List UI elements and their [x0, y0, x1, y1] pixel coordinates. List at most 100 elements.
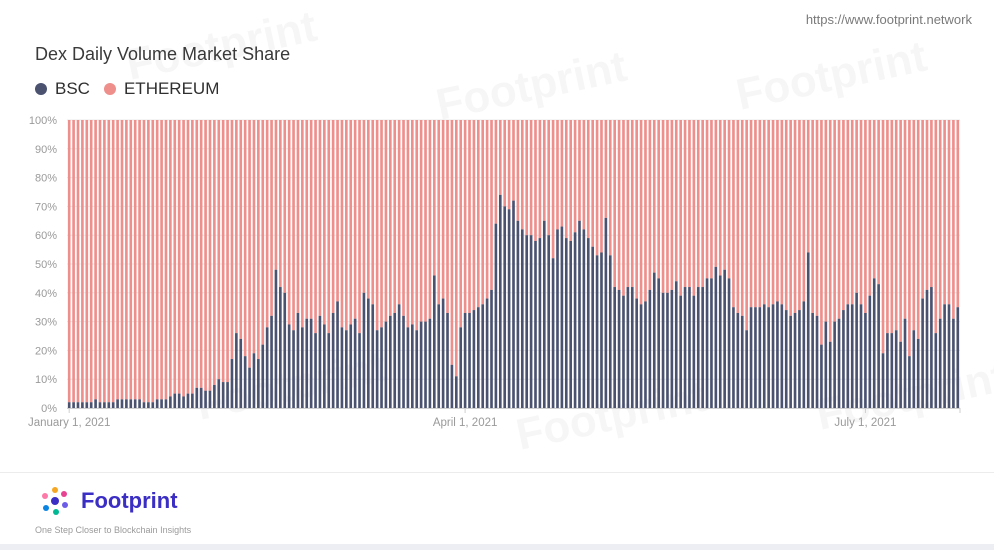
bar-bsc[interactable] [362, 292, 366, 408]
bar-bsc[interactable] [613, 287, 616, 408]
bar-bsc[interactable] [754, 307, 757, 408]
bar-bsc[interactable] [111, 402, 115, 408]
bar-ethereum[interactable] [934, 120, 938, 334]
bar-bsc[interactable] [217, 379, 221, 408]
bar-ethereum[interactable] [538, 120, 542, 239]
bar-ethereum[interactable] [446, 120, 449, 313]
bar-ethereum[interactable] [498, 120, 502, 195]
bar-ethereum[interactable] [520, 120, 524, 230]
bar-bsc[interactable] [846, 304, 850, 408]
bar-ethereum[interactable] [604, 120, 608, 218]
bar-ethereum[interactable] [776, 120, 779, 302]
bar-bsc[interactable] [252, 353, 256, 408]
bar-ethereum[interactable] [705, 120, 709, 279]
bar-ethereum[interactable] [560, 120, 564, 227]
bar-bsc[interactable] [340, 327, 344, 408]
bar-ethereum[interactable] [336, 120, 339, 302]
bar-ethereum[interactable] [177, 120, 181, 394]
bar-bsc[interactable] [855, 292, 858, 408]
bar-ethereum[interactable] [252, 120, 256, 354]
bar-ethereum[interactable] [345, 120, 348, 331]
bar-bsc[interactable] [560, 226, 564, 408]
bar-bsc[interactable] [476, 307, 480, 408]
bar-bsc[interactable] [912, 330, 916, 408]
bar-bsc[interactable] [798, 310, 801, 408]
bar-bsc[interactable] [617, 289, 621, 408]
bar-ethereum[interactable] [868, 120, 872, 296]
bar-bsc[interactable] [564, 238, 568, 408]
bar-bsc[interactable] [705, 278, 709, 408]
bar-bsc[interactable] [485, 298, 489, 408]
bar-ethereum[interactable] [674, 120, 678, 282]
bar-bsc[interactable] [76, 402, 80, 408]
bar-ethereum[interactable] [424, 120, 427, 322]
bar-bsc[interactable] [389, 315, 392, 408]
bar-ethereum[interactable] [626, 120, 630, 288]
bar-bsc[interactable] [908, 356, 911, 408]
bar-bsc[interactable] [353, 318, 357, 408]
bar-bsc[interactable] [604, 217, 608, 408]
bar-ethereum[interactable] [793, 120, 797, 313]
bar-ethereum[interactable] [349, 120, 353, 325]
bar-ethereum[interactable] [283, 120, 287, 293]
bar-bsc[interactable] [520, 229, 524, 408]
bar-ethereum[interactable] [494, 120, 498, 224]
bar-ethereum[interactable] [670, 120, 674, 290]
bar-ethereum[interactable] [362, 120, 366, 293]
bar-ethereum[interactable] [798, 120, 801, 311]
bar-bsc[interactable] [784, 310, 788, 408]
bar-ethereum[interactable] [692, 120, 696, 296]
bar-bsc[interactable] [732, 307, 735, 408]
bar-ethereum[interactable] [147, 120, 150, 403]
bar-bsc[interactable] [512, 200, 515, 408]
bar-ethereum[interactable] [789, 120, 792, 316]
bar-bsc[interactable] [279, 287, 282, 408]
bar-ethereum[interactable] [323, 120, 326, 325]
bar-bsc[interactable] [490, 289, 493, 408]
bar-bsc[interactable] [72, 402, 75, 408]
bar-ethereum[interactable] [441, 120, 445, 299]
bar-bsc[interactable] [103, 402, 106, 408]
bar-ethereum[interactable] [635, 120, 638, 299]
bar-ethereum[interactable] [428, 120, 432, 319]
bar-ethereum[interactable] [103, 120, 106, 403]
bar-ethereum[interactable] [894, 120, 898, 331]
bar-bsc[interactable] [652, 272, 656, 408]
bar-ethereum[interactable] [921, 120, 924, 299]
bar-bsc[interactable] [683, 287, 687, 408]
bar-ethereum[interactable] [186, 120, 190, 394]
bar-bsc[interactable] [710, 278, 713, 408]
bar-ethereum[interactable] [191, 120, 194, 394]
bar-bsc[interactable] [199, 387, 203, 408]
bar-ethereum[interactable] [600, 120, 603, 253]
bar-bsc[interactable] [67, 402, 71, 408]
bar-bsc[interactable] [635, 298, 638, 408]
bar-bsc[interactable] [186, 393, 190, 408]
bar-ethereum[interactable] [248, 120, 251, 368]
bar-bsc[interactable] [116, 399, 119, 408]
bar-ethereum[interactable] [850, 120, 854, 305]
bar-ethereum[interactable] [94, 120, 97, 400]
bar-ethereum[interactable] [622, 120, 625, 296]
bar-bsc[interactable] [833, 321, 836, 408]
bar-ethereum[interactable] [925, 120, 929, 290]
bar-bsc[interactable] [837, 318, 841, 408]
bar-bsc[interactable] [666, 292, 669, 408]
bar-ethereum[interactable] [160, 120, 163, 400]
bar-ethereum[interactable] [380, 120, 383, 328]
bar-bsc[interactable] [120, 399, 124, 408]
bar-ethereum[interactable] [406, 120, 410, 328]
bar-bsc[interactable] [952, 318, 955, 408]
bar-bsc[interactable] [886, 333, 889, 408]
bar-bsc[interactable] [850, 304, 854, 408]
bar-ethereum[interactable] [309, 120, 313, 319]
bar-bsc[interactable] [221, 382, 225, 408]
bar-bsc[interactable] [688, 287, 691, 408]
bar-ethereum[interactable] [516, 120, 520, 221]
bar-ethereum[interactable] [230, 120, 234, 360]
bar-bsc[interactable] [639, 304, 643, 408]
bar-ethereum[interactable] [116, 120, 119, 400]
bar-ethereum[interactable] [714, 120, 718, 267]
bar-ethereum[interactable] [243, 120, 247, 357]
bar-bsc[interactable] [758, 307, 762, 408]
